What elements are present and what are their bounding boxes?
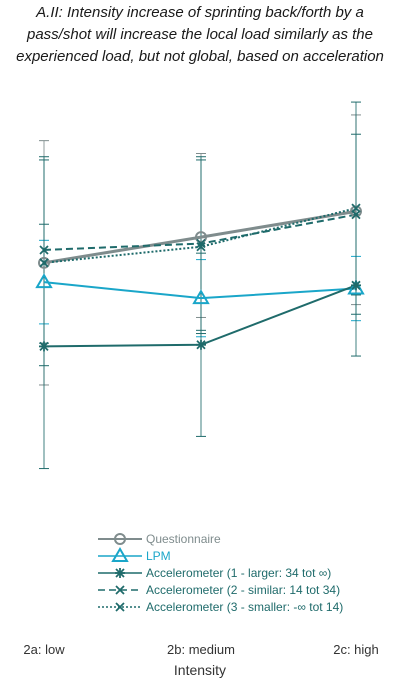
- point-s4-1: [196, 242, 206, 252]
- point-s2-2: [351, 280, 361, 291]
- point-s2-1: [196, 339, 206, 350]
- point-s0-1: [195, 231, 207, 244]
- point-s3-1: [196, 238, 206, 249]
- legend-marker-3-d2: [115, 585, 125, 595]
- point-s2-1-d2: [196, 340, 206, 350]
- x-tick-label-1: 2b: medium: [167, 642, 235, 657]
- legend-marker-2: [115, 568, 125, 578]
- chart-title-line-2: pass/shot will increase the local load s…: [27, 26, 373, 43]
- series-markers: [35, 203, 365, 352]
- point-s2-0-d2: [39, 341, 49, 352]
- legend-label-1: LPM: [146, 549, 171, 563]
- legend-marker-2-d2: [115, 568, 125, 578]
- point-s1-1: [192, 289, 210, 305]
- error-bars: [39, 101, 361, 470]
- point-s0-0: [38, 256, 50, 269]
- x-axis: 2a: low 2b: medium 2c: high Intensity: [23, 642, 378, 678]
- point-s4-0: [39, 258, 49, 268]
- legend-marker-0: [114, 533, 126, 545]
- series-lines: [43, 207, 357, 348]
- legend-marker-4: [115, 602, 125, 612]
- legend-label-2: Accelerometer (1 - larger: 34 tot ∞): [146, 566, 331, 580]
- point-s4-0-d2: [39, 258, 49, 268]
- x-axis-label: Intensity: [174, 662, 226, 678]
- legend-label-4: Accelerometer (3 - smaller: -∞ tot 14): [146, 600, 343, 614]
- chart-title: A.II: Intensity increase of sprinting ba…: [0, 2, 400, 68]
- point-s1-2: [347, 279, 365, 295]
- point-s1-0: [35, 273, 53, 289]
- legend: Questionnaire LPM Accelerometer (1 - large…: [98, 532, 343, 614]
- point-s2-0: [39, 341, 49, 352]
- legend-marker-1: [111, 547, 129, 562]
- series-line-0: [43, 209, 357, 265]
- point-s0-2: [350, 205, 362, 218]
- point-s4-1-d2: [196, 242, 206, 252]
- series-line-1: [43, 281, 357, 300]
- legend-label-3: Accelerometer (2 - similar: 14 tot 34): [146, 583, 340, 597]
- x-tick-label-2: 2c: high: [333, 642, 379, 657]
- point-s3-1-d2: [196, 238, 206, 249]
- x-tick-label-0: 2a: low: [23, 642, 65, 657]
- legend-marker-3: [115, 585, 125, 595]
- point-s2-2-d2: [351, 280, 361, 290]
- chart-title-line-1: A.II: Intensity increase of sprinting ba…: [36, 4, 364, 21]
- legend-label-0: Questionnaire: [146, 532, 221, 546]
- chart-title-line-3: experienced load, but not global, based …: [16, 48, 384, 65]
- point-s4-2: [351, 203, 361, 213]
- point-s4-2-d2: [351, 203, 361, 213]
- point-s3-0-d2: [39, 245, 49, 255]
- legend-marker-4-d2: [115, 602, 125, 612]
- point-s3-0: [39, 245, 49, 255]
